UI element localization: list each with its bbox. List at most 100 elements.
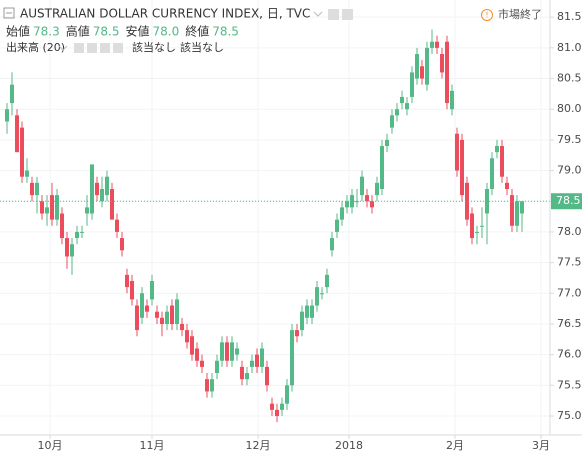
candle-body (50, 195, 54, 220)
collapse-icon[interactable] (3, 7, 15, 19)
candle-body (15, 115, 19, 153)
candle-body (45, 207, 49, 214)
candle-body (465, 182, 469, 220)
candle-body (295, 330, 299, 337)
candle-body (505, 182, 509, 189)
candle-body (190, 336, 194, 355)
candle-body (385, 139, 389, 147)
x-tick-label: 2018 (335, 439, 363, 452)
candle-body (220, 342, 224, 361)
candle-body (20, 127, 24, 177)
ohlc-value: 78.5 (212, 25, 239, 39)
candle-body (200, 360, 204, 367)
candle-body (470, 213, 474, 239)
ohlc-value: 78.3 (33, 25, 60, 39)
settings-icon[interactable] (328, 9, 339, 20)
candle-body (250, 360, 254, 367)
candle-body (245, 373, 249, 380)
candle-body (170, 305, 174, 324)
y-tick-label: 80.0 (557, 102, 582, 115)
candle-body (255, 354, 259, 367)
status-icon-mark: ! (485, 11, 488, 20)
candle-body (435, 41, 439, 48)
candle-body (500, 146, 504, 177)
candle-body (480, 225, 484, 227)
candle-body (55, 195, 59, 220)
candle-body (300, 311, 304, 331)
y-tick-label: 79.5 (557, 133, 582, 146)
candle-body (60, 213, 64, 239)
candle-body (125, 274, 129, 288)
candle-body (40, 201, 44, 214)
candle-body (310, 305, 314, 318)
candle-body (375, 182, 379, 196)
candle-body (155, 311, 159, 318)
candle-body (420, 66, 424, 79)
candle-body (70, 244, 74, 257)
volume-icon[interactable] (100, 43, 110, 53)
candle-body (65, 238, 69, 257)
y-tick-label: 77.0 (557, 286, 582, 299)
candle-body (160, 317, 164, 324)
ohlc-label: 高値 (66, 24, 90, 39)
y-tick-label: 76.0 (557, 348, 582, 361)
candle-body (150, 281, 154, 300)
candle-body (340, 207, 344, 220)
ohlc-value: 78.0 (152, 25, 179, 39)
candle-body (345, 201, 349, 208)
candle-body (430, 41, 434, 48)
x-tick-label: 12月 (246, 439, 271, 452)
candle-body (195, 348, 199, 361)
candle-body (495, 146, 499, 153)
candle-body (490, 158, 494, 189)
candle-body (85, 207, 89, 214)
plot-area (0, 0, 550, 435)
candle-body (120, 238, 124, 251)
ohlc-label: 終値 (185, 24, 209, 39)
candle-body (270, 403, 274, 410)
candle-body (455, 133, 459, 171)
candle-body (210, 379, 214, 392)
volume-dropdown[interactable] (58, 45, 68, 51)
candle-body (95, 182, 99, 196)
y-tick-label: 75.5 (557, 378, 582, 391)
x-tick-label: 11月 (140, 439, 165, 452)
candle-body (35, 182, 39, 196)
volume-label: 出来高 (20) (6, 40, 65, 54)
candle-body (185, 330, 189, 343)
candle-body (115, 219, 119, 232)
candle-body (425, 47, 429, 85)
market-status: 市場終了 (498, 7, 542, 21)
last-price-label: 78.5 (556, 194, 581, 207)
y-tick-label: 81.5 (557, 10, 582, 23)
candle-body (230, 342, 234, 361)
y-tick-label: 81.0 (557, 41, 582, 54)
candle-body (450, 90, 454, 110)
candle-body (475, 231, 479, 233)
volume-icon[interactable] (113, 43, 123, 53)
candle-body (215, 360, 219, 374)
candle-body (30, 182, 34, 196)
candle-body (510, 195, 514, 226)
candle-body (25, 170, 29, 177)
candle-body (265, 366, 269, 386)
candle-body (275, 409, 279, 416)
candle-body (130, 281, 134, 300)
y-tick-label: 79.0 (557, 164, 582, 177)
candle-body (370, 201, 374, 208)
candle-body (380, 146, 384, 189)
candle-body (330, 238, 334, 251)
x-tick-label: 10月 (38, 439, 63, 452)
candle-body (10, 84, 14, 104)
candle-body (135, 305, 139, 331)
volume-icon[interactable] (74, 43, 84, 53)
candle-body (360, 176, 364, 196)
candle-body (405, 103, 409, 110)
candle-body (180, 323, 184, 331)
candle-body (140, 293, 144, 318)
hide-icon[interactable] (342, 9, 353, 20)
candle-body (165, 311, 169, 324)
title-dropdown[interactable] (313, 11, 323, 17)
volume-icon[interactable] (87, 43, 97, 53)
candle-body (285, 385, 289, 404)
